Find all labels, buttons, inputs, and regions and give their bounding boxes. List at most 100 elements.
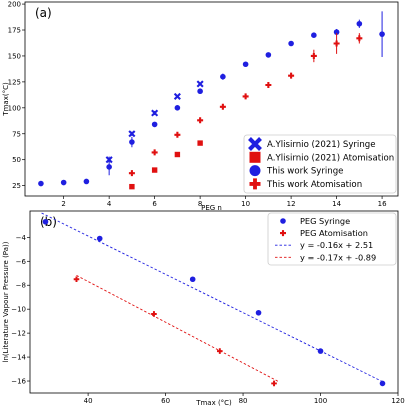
data-point — [128, 170, 135, 177]
fit-line — [41, 212, 383, 383]
x-axis-label: PEG n — [201, 204, 222, 212]
data-point — [197, 117, 204, 124]
data-point — [73, 276, 80, 283]
y-tick-label: 75 — [12, 130, 21, 138]
x-tick-label: 2 — [61, 200, 65, 208]
panel-a-scatter-plot: 2 4 6 8 10 12 14 16 25 50 75 100 125 150 175 200 PEG n Tm… — [2, 1, 399, 212]
data-point — [128, 130, 136, 138]
data-point — [242, 61, 249, 68]
data-point — [197, 140, 203, 146]
data-point — [151, 109, 159, 117]
data-point — [151, 149, 158, 156]
y-axis-label: Tmax(°C) — [2, 82, 10, 117]
data-point — [129, 183, 135, 190]
data-point — [83, 178, 90, 185]
data-point — [173, 92, 181, 100]
series-this-work-syringe — [38, 11, 385, 187]
y-tick-label: 200 — [8, 1, 21, 9]
data-point — [151, 167, 158, 173]
data-point — [310, 52, 317, 59]
legend-label: y = -0.17x + -0.89 — [300, 252, 376, 262]
legend-marker — [249, 165, 261, 177]
y-tick-label: 25 — [12, 182, 21, 190]
data-point — [333, 40, 340, 47]
legend-label: PEG Atomisation — [300, 228, 368, 238]
y-tick-label: −14 — [11, 354, 26, 362]
data-point — [38, 180, 44, 187]
y-tick-label: −8 — [16, 282, 26, 290]
data-point — [333, 29, 340, 35]
legend-label: A.Ylisirnio (2021) Syringe — [267, 140, 376, 150]
x-tick-label: 80 — [239, 397, 248, 405]
data-point — [356, 20, 363, 27]
panel-label-b: (b) — [40, 215, 57, 229]
panel-label-a: (a) — [35, 6, 52, 20]
x-tick-label: 100 — [314, 397, 327, 405]
legend-label: This work Atomisation — [266, 180, 362, 190]
x-tick-label: 120 — [391, 397, 404, 405]
x-tick-label: 10 — [241, 200, 250, 208]
data-point — [379, 31, 385, 37]
data-point — [220, 73, 226, 80]
data-point — [151, 121, 158, 128]
data-point — [379, 380, 386, 387]
y-tick-label: 50 — [12, 156, 21, 164]
data-point — [356, 35, 363, 42]
x-tick-label: 12 — [287, 200, 296, 208]
legend-label: This work Syringe — [266, 167, 343, 177]
legend-marker — [280, 230, 286, 237]
series-this-work-atomisation — [128, 33, 363, 177]
plot-frame-b — [29, 210, 399, 394]
y-tick-label: 100 — [8, 104, 21, 112]
legend-marker — [249, 178, 261, 190]
data-point — [311, 32, 317, 38]
data-point — [60, 179, 67, 186]
legend-label: y = -0.16x + 2.51 — [300, 240, 373, 250]
series-y-0-17x-0-89 — [76, 275, 279, 382]
legend-label: PEG Syringe — [300, 216, 350, 226]
data-point — [189, 276, 196, 283]
series-y-0-16x-2-51 — [41, 212, 383, 383]
y-tick-label: 150 — [8, 52, 21, 60]
legend-label: A.Ylisirnio (2021) Atomisation — [267, 153, 394, 163]
x-axis-label: Tmax (°C) — [195, 399, 232, 407]
fit-line — [76, 275, 279, 382]
data-point — [174, 151, 181, 158]
series-a-ylisirnio-2021-atomisation — [129, 140, 203, 190]
data-point — [196, 80, 204, 88]
data-point — [255, 309, 262, 316]
x-tick-label: 6 — [152, 200, 157, 208]
legend-marker — [249, 151, 261, 163]
data-point — [265, 81, 272, 88]
x-tick-label: 4 — [107, 200, 112, 208]
data-point — [174, 105, 181, 111]
series-peg-syringe — [42, 218, 386, 387]
data-point — [129, 139, 135, 145]
y-axis-label: ln(Literature Vapour Pressure (Pa)) — [2, 241, 10, 362]
legend-box-b — [267, 212, 397, 266]
data-point — [96, 235, 103, 242]
legend-box-a — [243, 134, 397, 194]
y-tick-label: 175 — [8, 27, 21, 35]
data-point — [265, 52, 272, 58]
legend-marker — [248, 137, 262, 151]
y-tick-label: 125 — [8, 78, 21, 86]
series-peg-atomisation — [73, 276, 277, 387]
data-point — [197, 88, 203, 95]
x-tick-label: 8 — [198, 200, 202, 208]
y-tick-label: −10 — [11, 306, 26, 314]
plot-frame-a — [24, 1, 399, 197]
data-point — [288, 40, 294, 47]
x-tick-label: 60 — [161, 397, 170, 405]
x-tick-label: 14 — [332, 200, 341, 208]
data-point — [271, 380, 277, 387]
data-point — [242, 93, 249, 100]
data-point — [174, 131, 181, 138]
x-tick-label: 40 — [84, 397, 93, 405]
panel-b-scatter-plot: 40 60 80 100 120 −16 −14 −12 −10 −8 −6 −4 Tmax (°C) l… — [2, 210, 405, 407]
y-tick-label: −12 — [11, 330, 26, 338]
y-tick-label: −6 — [16, 258, 27, 266]
x-tick-label: 16 — [378, 200, 387, 208]
data-point — [288, 72, 295, 79]
